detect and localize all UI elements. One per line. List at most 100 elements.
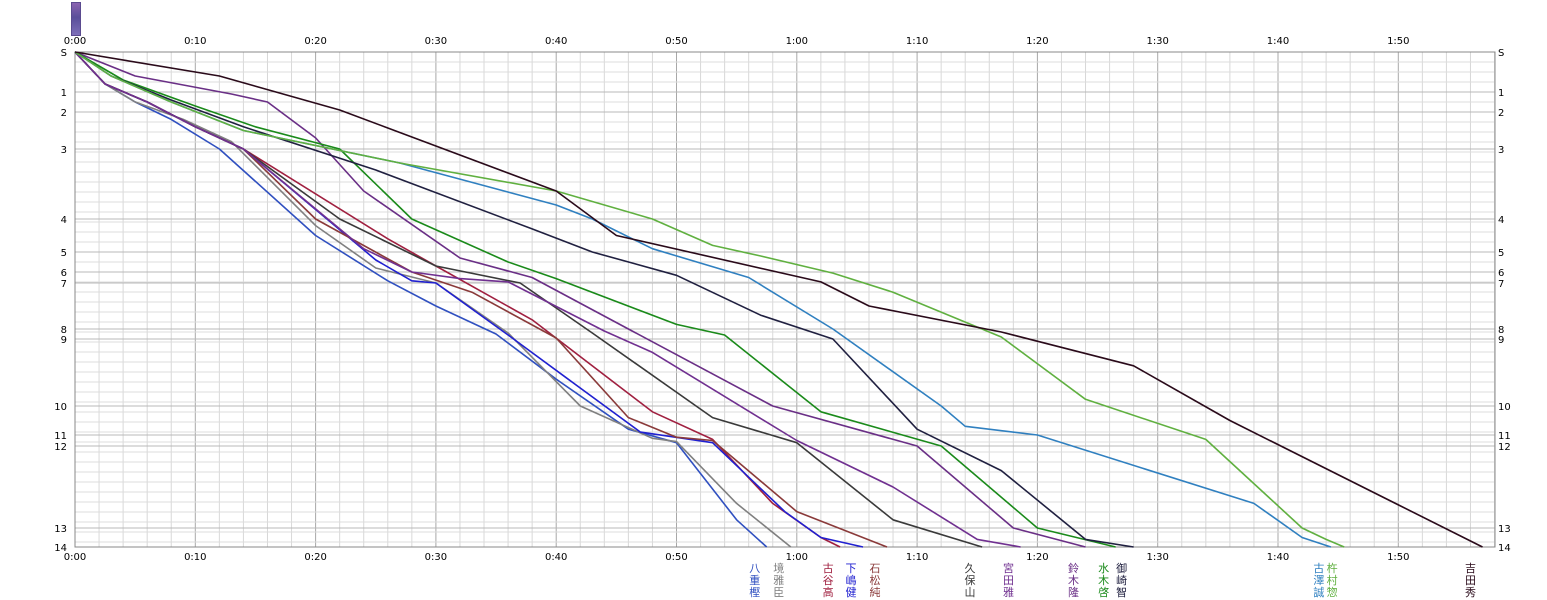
y-tick-label-right: 1 <box>1498 88 1504 99</box>
y-tick-label-right: 13 <box>1498 524 1511 535</box>
series-name-char: 純 <box>870 586 881 599</box>
x-tick-label-top: 1:20 <box>1026 36 1048 47</box>
y-tick-label-right: 11 <box>1498 431 1511 442</box>
y-tick-label-left: 4 <box>61 215 67 226</box>
series-line-2 <box>74 51 792 548</box>
series-name-char: 智 <box>1116 585 1127 599</box>
y-tick-label-right: 3 <box>1498 145 1504 156</box>
y-tick-label-left: 3 <box>61 145 67 156</box>
series-name-char: 保 <box>965 573 976 587</box>
x-tick-label-bottom: 0:50 <box>665 552 687 563</box>
series-name-label: 吉田秀 <box>1465 562 1476 599</box>
x-tick-label-bottom: 1:20 <box>1026 552 1048 563</box>
x-tick-label-top: 1:40 <box>1267 36 1289 47</box>
y-tick-label-right: 12 <box>1498 442 1511 453</box>
series-name-char: 崎 <box>1116 573 1127 587</box>
x-tick-label-bottom: 0:10 <box>184 552 206 563</box>
y-tick-label-right: 8 <box>1498 325 1504 336</box>
y-tick-label-right: 14 <box>1498 543 1511 554</box>
series-name-label: 久保山 <box>965 562 976 599</box>
series-name-char: 久 <box>965 562 976 575</box>
y-tick-label-left: 9 <box>61 335 67 346</box>
series-name-char: 重 <box>749 573 760 587</box>
x-tick-label-top: 0:10 <box>184 36 206 47</box>
axes: 0:00 0:00 0:10 0:10 0:20 0:20 0:30 0:30 0:40 0:40… <box>54 36 1510 563</box>
series-name-label: 下嶋健 <box>845 562 856 599</box>
series-name-char: 鈴 <box>1068 561 1079 575</box>
y-tick-label-left: 5 <box>61 248 67 259</box>
series-line-8 <box>74 51 1086 548</box>
series-name-char: 健 <box>845 586 856 599</box>
series-name-label: 水木啓 <box>1098 562 1109 599</box>
series-name-char: 隆 <box>1068 585 1079 599</box>
series-name-char: 下 <box>845 562 856 575</box>
series-name-char: 木 <box>1098 574 1109 587</box>
series-name-char: 樫 <box>749 585 760 599</box>
app-logo-icon <box>71 2 81 36</box>
x-tick-label-bottom: 0:30 <box>425 552 447 563</box>
series-line-13 <box>74 51 1483 548</box>
x-tick-label-top: 1:30 <box>1146 36 1168 47</box>
series-name-char: 田 <box>1465 574 1476 587</box>
series-name-char: 吉 <box>1465 562 1476 575</box>
x-tick-label-top: 1:00 <box>786 36 808 47</box>
x-tick-label-bottom: 0:40 <box>545 552 567 563</box>
x-tick-label-top: 1:50 <box>1387 36 1409 47</box>
series-name-label: 古澤誠 <box>1313 562 1324 599</box>
series-name-char: 啓 <box>1098 585 1109 599</box>
y-tick-label-right: 10 <box>1498 402 1511 413</box>
x-tick-label-top: 0:40 <box>545 36 567 47</box>
series-name-char: 雅 <box>773 573 784 587</box>
series-name-char: 惣 <box>1327 585 1338 599</box>
series-name-char: 境 <box>773 561 784 575</box>
series-name-label: 宮田雅 <box>1003 561 1014 599</box>
series-name-char: 雅 <box>1003 585 1014 599</box>
x-tick-label-top: 0:20 <box>304 36 326 47</box>
grid <box>74 51 1496 548</box>
series-name-char: 臣 <box>773 586 784 599</box>
x-tick-label-top: 0:30 <box>425 36 447 47</box>
y-tick-label-right: S <box>1498 48 1504 59</box>
x-tick-label-bottom: 1:50 <box>1387 552 1409 563</box>
y-tick-label-left: 10 <box>54 402 67 413</box>
y-tick-label-left: 11 <box>54 431 67 442</box>
x-tick-label-bottom: 0:20 <box>304 552 326 563</box>
y-tick-label-left: 12 <box>54 442 67 453</box>
series-name-label: 杵村惣 <box>1327 561 1338 599</box>
series-name-char: 誠 <box>1313 586 1324 599</box>
y-tick-label-right: 4 <box>1498 215 1504 226</box>
series-name-label: 八重樫 <box>749 562 760 599</box>
series-line-10 <box>74 51 1134 548</box>
series-name-label: 境雅臣 <box>773 561 784 599</box>
y-tick-label-right: 7 <box>1498 279 1504 290</box>
x-tick-label-top: 1:10 <box>906 36 928 47</box>
x-tick-label-bottom: 1:30 <box>1146 552 1168 563</box>
y-tick-label-left: 8 <box>61 325 67 336</box>
series-name-char: 谷 <box>823 574 834 587</box>
series-name-char: 御 <box>1116 561 1127 575</box>
series-name-label: 古谷高 <box>823 562 834 599</box>
series-line-1 <box>74 51 768 548</box>
series-name-label: 鈴木隆 <box>1068 561 1079 599</box>
series-name-char: 田 <box>1003 574 1014 587</box>
series-name-char: 松 <box>870 573 881 587</box>
series-name-char: 高 <box>823 585 834 599</box>
x-tick-label-bottom: 1:10 <box>906 552 928 563</box>
series-name-char: 古 <box>823 562 834 575</box>
y-tick-label-left: 7 <box>61 279 67 290</box>
x-tick-label-bottom: 0:00 <box>64 552 86 563</box>
series-name-char: 宮 <box>1003 561 1014 575</box>
y-tick-label-right: 6 <box>1498 268 1504 279</box>
series-line-7 <box>74 51 1021 548</box>
series-name-char: 水 <box>1098 562 1109 575</box>
series-name-char: 秀 <box>1465 586 1476 599</box>
x-tick-label-bottom: 1:00 <box>786 552 808 563</box>
series-name-char: 八 <box>749 562 760 575</box>
series-name-char: 澤 <box>1313 574 1324 587</box>
y-tick-label-right: 5 <box>1498 248 1504 259</box>
y-tick-label-left: S <box>61 48 67 59</box>
series-lines <box>74 51 1483 548</box>
y-tick-label-right: 9 <box>1498 335 1504 346</box>
